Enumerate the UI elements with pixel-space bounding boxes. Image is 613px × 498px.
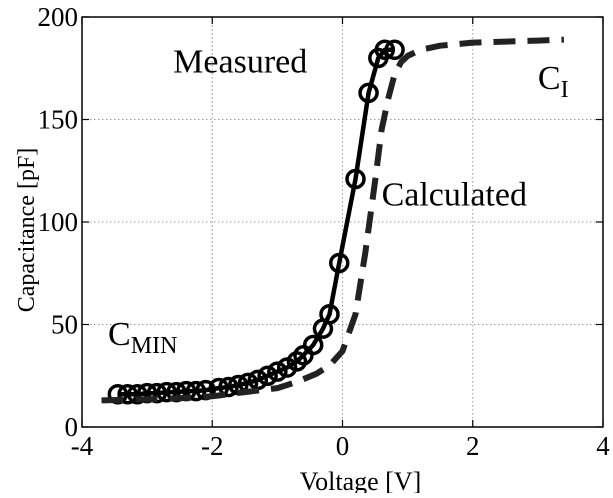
measured-point [117,383,138,405]
annotation-measured-text: Measured [173,43,307,80]
annotation-ci-text: C [538,60,561,97]
x-tick-label: 2 [466,431,480,461]
y-axis-label: Capacitance [pF] [14,148,40,313]
annotation-cmin-text: C [108,316,131,353]
x-tick-label: -4 [71,431,94,461]
measured-point [345,168,366,190]
measured-point [358,82,379,104]
annotation-cmin: CMIN [108,316,177,359]
y-tick-label: 100 [38,207,79,237]
measured-point [185,380,207,402]
calculated-line [101,36,565,404]
measured-point [302,334,324,356]
measured-point [374,39,396,61]
grid-lines [82,17,603,427]
annotation-ci: CI [538,60,569,103]
annotation-calculated-text: Calculated [382,177,527,214]
measured-point [127,383,148,405]
series-calculated [101,36,565,404]
measured-point [328,252,350,274]
annotation-calculated: Calculated [382,177,527,214]
annotation-cmin-subscript: MIN [131,333,178,359]
y-tick-label: 150 [38,105,79,135]
annotation-measured: Measured [173,43,307,80]
measured-point [384,39,405,61]
x-tick-label: -2 [201,431,224,461]
y-tick-label: 50 [51,310,78,340]
measured-point [319,304,340,325]
x-axis-label: Voltage [V] [300,467,422,493]
x-tick-label: 4 [596,431,610,461]
measured-point [156,381,177,403]
measured-point [267,361,288,382]
annotation-ci-subscript: I [561,77,569,103]
measured-point [218,376,239,398]
y-tick-label: 0 [65,412,79,442]
y-tick-label: 200 [38,2,79,32]
x-tick-label: 0 [336,431,350,461]
measured-point [257,365,278,386]
